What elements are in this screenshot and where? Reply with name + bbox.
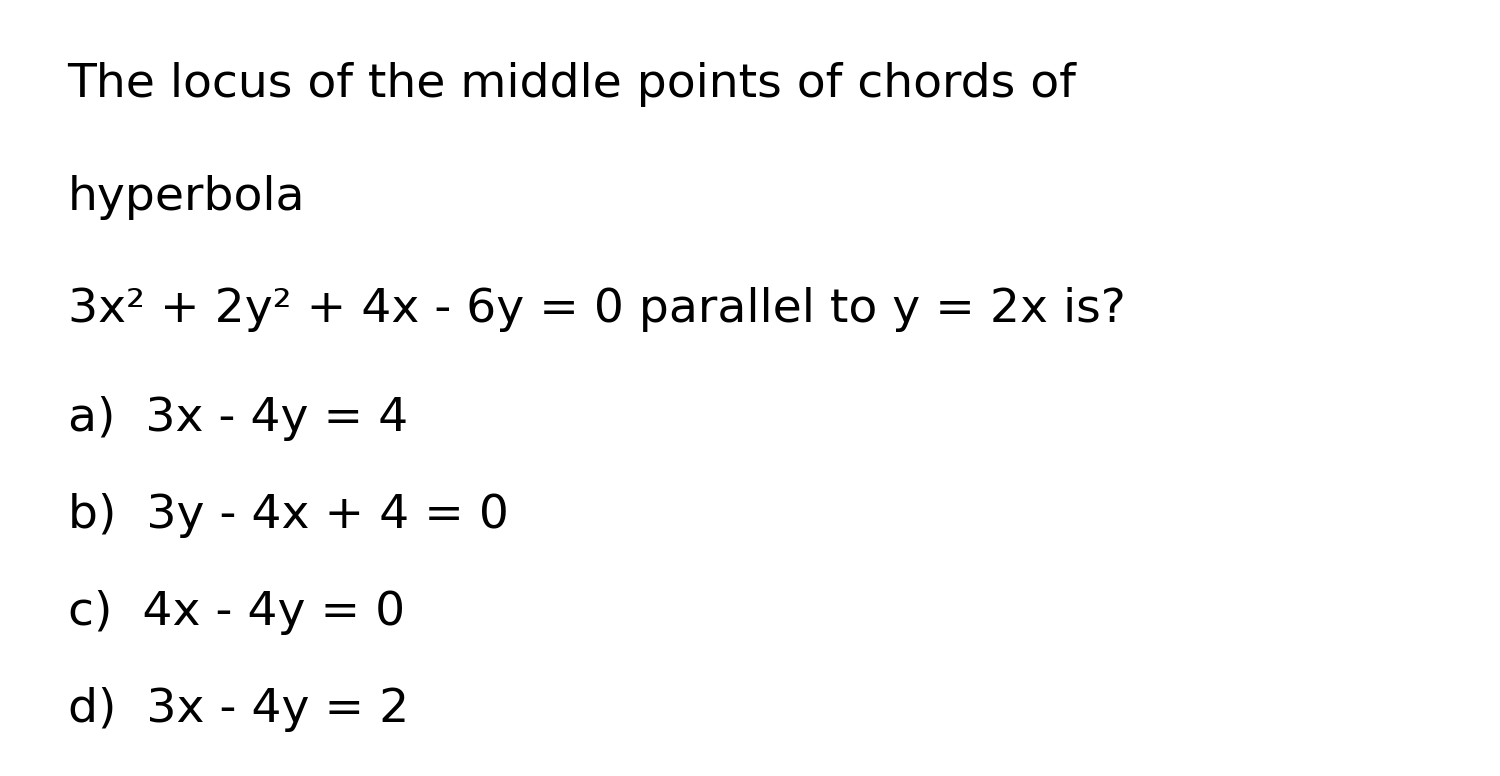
Text: hyperbola: hyperbola [68, 175, 305, 220]
Text: b)  3y - 4x + 4 = 0: b) 3y - 4x + 4 = 0 [68, 493, 509, 538]
Text: d)  3x - 4y = 2: d) 3x - 4y = 2 [68, 687, 408, 732]
Text: c)  4x - 4y = 0: c) 4x - 4y = 0 [68, 590, 405, 635]
Text: The locus of the middle points of chords of: The locus of the middle points of chords… [68, 62, 1077, 107]
Text: 3x² + 2y² + 4x - 6y = 0 parallel to y = 2x is?: 3x² + 2y² + 4x - 6y = 0 parallel to y = … [68, 287, 1125, 332]
Text: a)  3x - 4y = 4: a) 3x - 4y = 4 [68, 396, 408, 441]
